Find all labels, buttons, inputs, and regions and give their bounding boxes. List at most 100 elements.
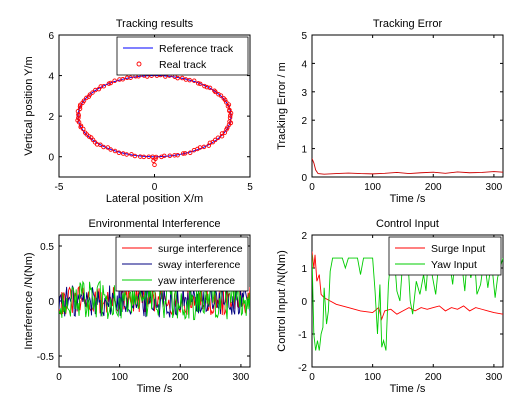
x-tick-label: 0 — [152, 182, 158, 193]
real-track-point — [90, 90, 95, 95]
real-track-point — [191, 78, 197, 83]
real-track-point — [183, 77, 189, 82]
real-track-point — [187, 150, 193, 155]
y-tick-label: 0 — [301, 173, 307, 184]
y-tick-label: 4 — [301, 59, 307, 70]
real-track-point — [76, 115, 81, 121]
real-track-point — [182, 151, 188, 156]
y-tick-label: -2 — [298, 363, 307, 374]
x-axis-label: Time /s — [390, 193, 426, 205]
y-tick-label: 5 — [301, 31, 307, 42]
real-track-point — [204, 84, 210, 90]
real-track-point — [132, 153, 138, 159]
real-track-point — [101, 144, 106, 150]
x-tick-label: 0 — [309, 182, 315, 193]
chart-title: Tracking results — [116, 18, 194, 30]
real-track-point — [181, 151, 186, 156]
real-track-point — [226, 102, 232, 107]
x-axis-label: Lateral position X/m — [106, 193, 203, 205]
real-track-point — [227, 107, 232, 113]
x-tick-label: 300 — [486, 182, 503, 193]
legend-marker — [136, 61, 142, 67]
real-track-point — [172, 153, 177, 158]
x-tick-label: 5 — [247, 182, 253, 193]
real-track-point — [151, 158, 156, 164]
y-tick-label: 0 — [48, 297, 54, 308]
real-track-point — [124, 152, 129, 157]
real-track-point — [215, 135, 221, 141]
data-layer — [75, 72, 234, 168]
y-axis-label: Interference /N(Nm) — [23, 252, 35, 349]
real-track-point — [129, 152, 134, 157]
real-track-point — [202, 83, 207, 89]
real-track-point — [210, 139, 216, 145]
x-tick-label: 100 — [111, 372, 128, 383]
legend-box — [388, 236, 502, 276]
real-track-point — [141, 154, 147, 160]
series-line-0 — [312, 251, 503, 321]
real-track-point — [86, 134, 92, 139]
y-tick-label: 0 — [301, 297, 307, 308]
legend: surge interference sway interference yaw i… — [115, 236, 249, 292]
x-tick-label: 200 — [172, 372, 189, 383]
real-track-point — [175, 152, 180, 158]
legend-label: sway interference — [158, 259, 240, 271]
y-tick-label: 6 — [48, 31, 54, 42]
y-tick-label: -0.5 — [37, 352, 55, 363]
real-track-point — [76, 113, 81, 118]
legend-label: Reference track — [159, 43, 234, 55]
real-track-point — [105, 145, 111, 150]
x-tick-label: 100 — [364, 182, 381, 193]
real-track-point — [219, 131, 225, 136]
real-track-point — [222, 130, 228, 135]
environmental-interference-chart: Environmental Interference 0 100 200 300 -0.5… — [23, 218, 251, 395]
real-track-point — [201, 144, 207, 150]
real-track-point — [106, 81, 112, 86]
real-track-point — [207, 140, 213, 146]
y-axis-label: Vertical position Y/m — [23, 56, 35, 155]
x-axis-label: Time /s — [137, 383, 173, 395]
x-tick-label: 300 — [486, 372, 503, 383]
real-track-point — [162, 153, 167, 159]
x-tick-label: 100 — [364, 372, 381, 383]
real-track-point — [219, 133, 225, 139]
real-track-point — [124, 75, 130, 81]
legend: Surge Input Yaw Input — [388, 236, 502, 276]
x-axis-label: Time /s — [390, 383, 426, 395]
real-track-point — [81, 126, 86, 132]
real-track-point — [221, 96, 226, 101]
chart-title: Control Input — [376, 218, 439, 230]
real-track-point — [227, 115, 233, 120]
real-track-point — [98, 142, 103, 148]
real-track-point — [152, 162, 157, 168]
real-track-point — [195, 81, 201, 86]
legend-label: surge interference — [158, 243, 243, 255]
y-tick-label: 0 — [48, 153, 54, 164]
real-track-point — [93, 87, 98, 93]
real-track-point — [76, 120, 82, 125]
legend-label: Surge Input — [431, 243, 485, 255]
y-tick-label: -1 — [298, 330, 307, 341]
real-track-point — [77, 104, 83, 109]
real-track-point — [212, 137, 218, 143]
real-track-point — [112, 148, 118, 154]
y-tick-label: 2 — [301, 231, 307, 242]
real-track-point — [116, 150, 122, 155]
real-track-point — [84, 95, 89, 101]
real-track-point — [112, 78, 117, 84]
real-track-point — [198, 81, 203, 87]
legend-label: yaw interference — [158, 275, 235, 287]
chart-title: Environmental Interference — [88, 218, 220, 230]
series-line-1 — [59, 285, 250, 318]
y-tick-label: 1 — [301, 145, 307, 156]
plot-area — [311, 34, 504, 178]
x-tick-label: 0 — [309, 372, 315, 383]
real-track-point — [101, 83, 107, 89]
y-tick-label: 2 — [48, 112, 54, 123]
y-tick-label: 2 — [301, 116, 307, 127]
y-tick-label: 1 — [301, 264, 307, 275]
x-tick-label: -5 — [55, 182, 64, 193]
x-tick-label: 300 — [233, 372, 250, 383]
real-track-point — [228, 113, 233, 118]
real-track-point — [216, 91, 221, 97]
